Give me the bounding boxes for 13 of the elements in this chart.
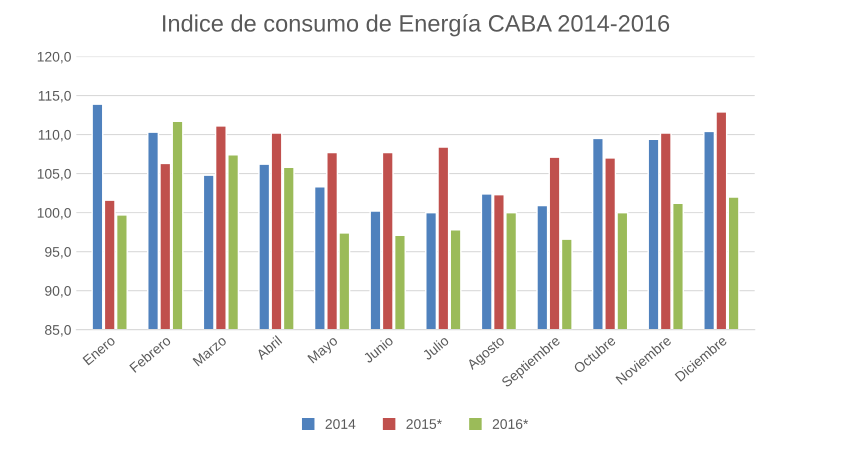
chart-title: Indice de consumo de Energía CABA 2014-2016	[163, 14, 670, 36]
legend-label: 2016*	[492, 419, 528, 429]
y-tick-label: 100,0	[38, 208, 71, 220]
y-tick-label: 120,0	[38, 52, 71, 64]
legend-label: 2015*	[406, 419, 442, 429]
y-tick-label: 85,0	[45, 325, 71, 337]
y-tick-label: 115,0	[38, 90, 71, 102]
y-tick-label: 110,0	[38, 130, 71, 142]
legend-label: 2014	[326, 419, 356, 429]
y-tick-label: 95,0	[45, 246, 71, 258]
x-tick-label: Julio	[422, 334, 450, 361]
y-tick-label: 90,0	[45, 286, 71, 298]
y-tick-label: 105,0	[38, 168, 71, 180]
